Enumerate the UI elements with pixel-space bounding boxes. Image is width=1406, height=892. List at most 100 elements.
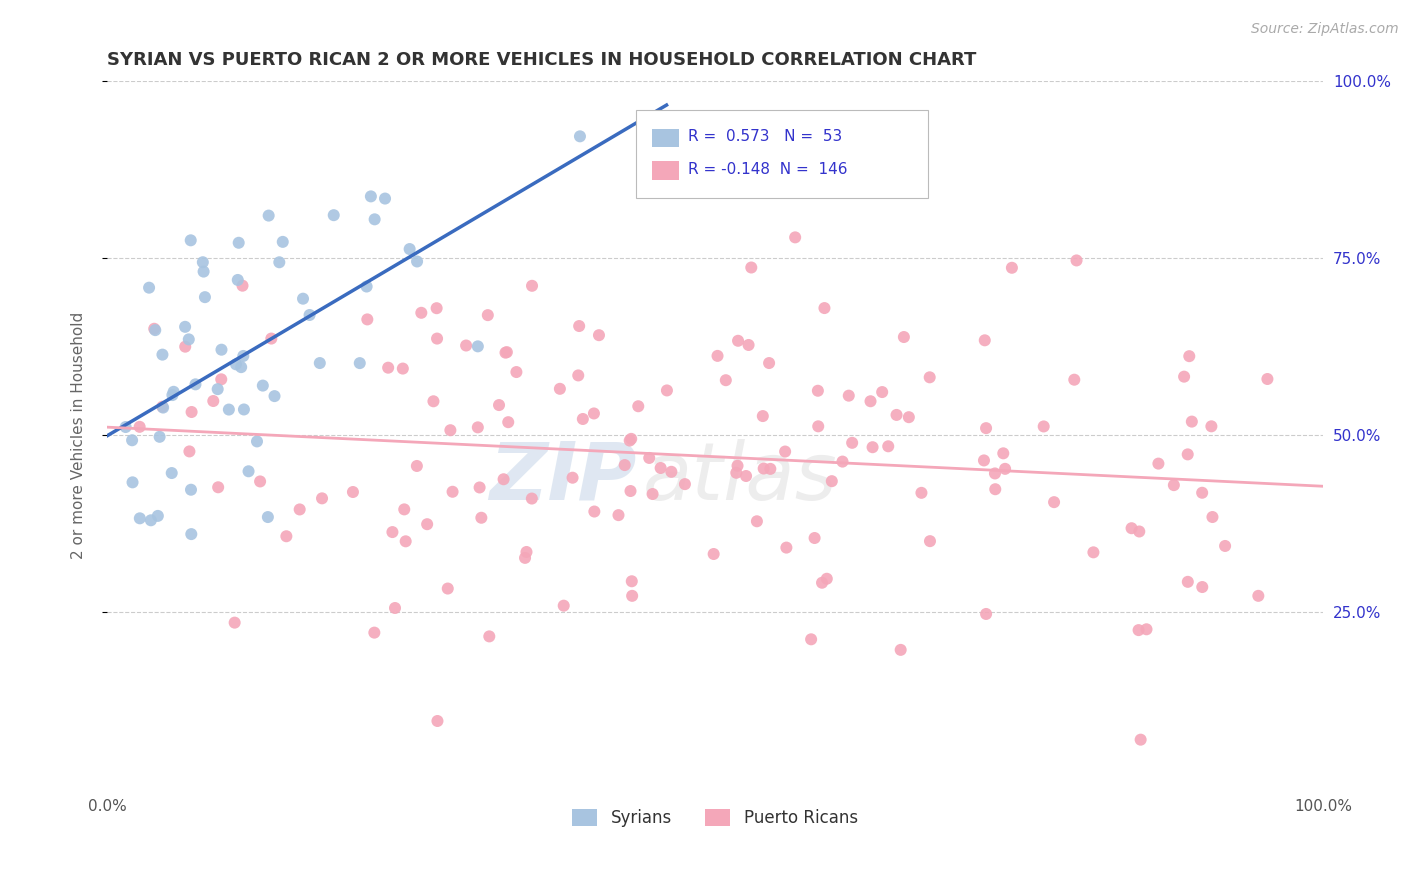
Point [426, 301, 449, 316]
Point [785, 230, 807, 244]
Point [821, 474, 844, 488]
Point [146, 508, 169, 523]
Point [160, 466, 183, 480]
Point [441, 484, 464, 499]
Point [811, 575, 834, 590]
Point [641, 487, 664, 501]
Point [162, 384, 184, 399]
Point [426, 714, 449, 728]
Legend: Syrians, Puerto Ricans: Syrians, Puerto Ricans [565, 803, 865, 834]
Point [619, 434, 641, 448]
Point [619, 483, 641, 498]
Point [588, 328, 610, 343]
Point [184, 377, 207, 392]
Point [1163, 478, 1185, 492]
Point [1001, 260, 1024, 275]
Point [568, 319, 591, 334]
Point [231, 278, 253, 293]
Point [737, 338, 759, 352]
Point [152, 401, 174, 415]
Point [758, 356, 780, 370]
Text: atlas: atlas [643, 439, 837, 516]
Point [467, 339, 489, 353]
Point [193, 264, 215, 278]
Point [1129, 732, 1152, 747]
Point [211, 343, 233, 357]
Point [276, 529, 298, 543]
Point [411, 306, 433, 320]
Point [886, 408, 908, 422]
Point [207, 480, 229, 494]
Point [807, 419, 830, 434]
Point [1032, 419, 1054, 434]
Point [1178, 349, 1201, 363]
Point [1173, 369, 1195, 384]
Point [1213, 539, 1236, 553]
Point [897, 410, 920, 425]
Point [984, 467, 1007, 481]
Point [1043, 495, 1066, 509]
Point [470, 510, 492, 524]
Point [973, 453, 995, 467]
Point [568, 129, 591, 144]
Point [800, 632, 823, 647]
Point [180, 527, 202, 541]
Point [918, 370, 941, 384]
Point [311, 491, 333, 506]
Point [974, 421, 997, 435]
Point [1177, 574, 1199, 589]
Point [561, 471, 583, 485]
Point [194, 290, 217, 304]
Point [238, 464, 260, 478]
Point [439, 423, 461, 437]
Point [1063, 373, 1085, 387]
Point [174, 340, 197, 354]
Point [752, 461, 775, 475]
Point [384, 601, 406, 615]
Point [121, 475, 143, 490]
Point [478, 629, 501, 643]
Point [974, 607, 997, 621]
Point [520, 491, 543, 506]
Point [298, 308, 321, 322]
Point [890, 643, 912, 657]
Point [1135, 622, 1157, 636]
Point [513, 550, 536, 565]
Point [162, 388, 184, 402]
Point [467, 420, 489, 434]
Point [456, 338, 478, 352]
Point [426, 332, 449, 346]
Point [1121, 521, 1143, 535]
Point [228, 235, 250, 250]
Point [553, 599, 575, 613]
Point [994, 462, 1017, 476]
Point [114, 420, 136, 434]
Point [416, 517, 439, 532]
Point [495, 345, 517, 359]
Point [621, 589, 644, 603]
Point [759, 462, 782, 476]
Point [218, 402, 240, 417]
Point [209, 372, 232, 386]
Point [263, 389, 285, 403]
Point [269, 255, 291, 269]
Point [607, 508, 630, 523]
Point [121, 434, 143, 448]
Point [627, 399, 650, 413]
Point [149, 430, 172, 444]
Point [893, 330, 915, 344]
Point [207, 382, 229, 396]
Point [859, 394, 882, 409]
Point [342, 485, 364, 500]
Y-axis label: 2 or more Vehicles in Household: 2 or more Vehicles in Household [72, 311, 86, 559]
Point [655, 384, 678, 398]
Point [349, 356, 371, 370]
Point [613, 458, 636, 472]
Point [202, 394, 225, 409]
Point [773, 444, 796, 458]
Point [232, 349, 254, 363]
Point [225, 357, 247, 371]
Point [488, 398, 510, 412]
Point [231, 360, 253, 375]
Point [177, 332, 200, 346]
